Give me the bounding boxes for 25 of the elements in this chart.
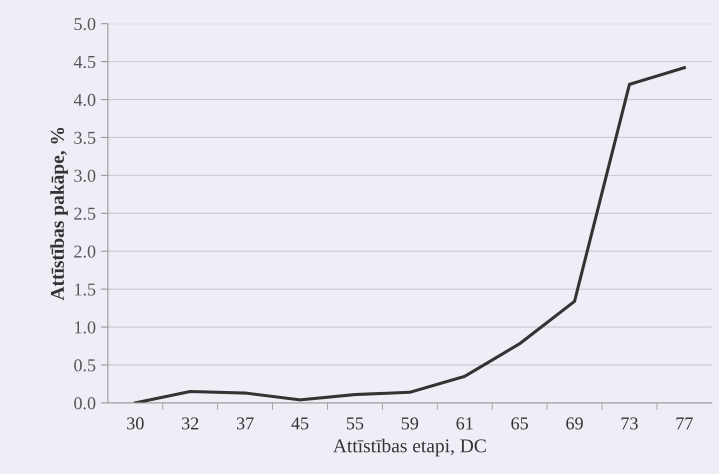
- x-tick-label: 59: [402, 417, 418, 430]
- y-tick-label: 5.0: [74, 18, 96, 30]
- x-tick-label: 69: [566, 417, 583, 430]
- x-tick-label: 65: [511, 417, 528, 430]
- x-tick-label: 30: [127, 417, 144, 430]
- y-tick-label: 1.0: [75, 321, 96, 334]
- y-tick-label: 3.0: [74, 170, 96, 182]
- y-tick-label: 4.0: [74, 94, 96, 106]
- y-tick-label: 1.5: [75, 283, 96, 296]
- x-tick-label: 73: [622, 417, 638, 430]
- y-tick-label: 2.0: [74, 245, 96, 258]
- x-tick-label: 77: [676, 417, 693, 430]
- y-tick-label: 3.5: [74, 132, 96, 144]
- line-series: [134, 66, 686, 403]
- x-tick-label: 37: [236, 417, 254, 430]
- y-tick-label: 0.5: [74, 359, 96, 372]
- x-tick-label: 55: [346, 417, 364, 430]
- x-tick-label: 32: [182, 417, 198, 430]
- y-axis-title: Attīstības pakāpe, %: [50, 128, 68, 300]
- x-axis-title: Attīstības etapi, DC: [333, 438, 486, 456]
- y-tick-label: 0.0: [74, 397, 96, 410]
- x-tick-label: 45: [291, 417, 308, 430]
- x-tick-label: 61: [456, 417, 473, 430]
- y-tick-label: 4.5: [74, 56, 96, 68]
- y-tick-label: 2.5: [74, 208, 96, 220]
